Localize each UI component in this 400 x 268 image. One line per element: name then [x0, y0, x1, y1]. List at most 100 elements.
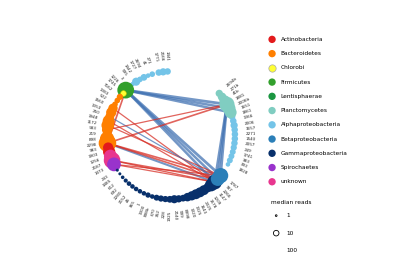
- Text: 1: 1: [136, 202, 141, 206]
- Point: [269, 51, 275, 56]
- Text: 228: 228: [162, 210, 166, 218]
- Point: [149, 194, 156, 199]
- Text: 787: 787: [224, 185, 233, 193]
- Text: 41: 41: [140, 60, 146, 66]
- Point: [141, 75, 147, 80]
- Point: [117, 172, 123, 176]
- Text: 898: 898: [88, 137, 96, 142]
- Point: [126, 181, 132, 186]
- Text: 1828: 1828: [237, 168, 248, 176]
- Text: 1485: 1485: [102, 179, 112, 188]
- Point: [232, 136, 238, 141]
- Text: 583: 583: [88, 126, 97, 131]
- Point: [232, 128, 238, 132]
- Text: Lentisphaerae: Lentisphaerae: [281, 94, 323, 99]
- Text: 1256: 1256: [90, 158, 101, 165]
- Point: [104, 132, 110, 136]
- Text: Bacteroidetes: Bacteroidetes: [281, 51, 322, 56]
- Point: [211, 180, 218, 184]
- Text: 1727: 1727: [128, 60, 136, 71]
- Text: 10: 10: [286, 231, 294, 236]
- Point: [122, 178, 129, 183]
- Point: [269, 80, 275, 84]
- Point: [111, 162, 117, 166]
- Point: [114, 98, 120, 103]
- Point: [126, 85, 132, 89]
- Text: 1881: 1881: [236, 92, 246, 101]
- Text: 2057: 2057: [245, 143, 256, 148]
- Text: Actinobacteria: Actinobacteria: [281, 37, 323, 42]
- Point: [227, 158, 233, 162]
- Text: 100: 100: [286, 248, 298, 253]
- Text: 2006: 2006: [244, 120, 256, 126]
- Text: 522: 522: [98, 94, 106, 101]
- Point: [167, 197, 173, 202]
- Point: [228, 154, 235, 158]
- Point: [231, 141, 238, 145]
- Text: 1473: 1473: [94, 168, 105, 176]
- Text: 1353: 1353: [91, 103, 102, 110]
- Text: Planctomycetes: Planctomycetes: [281, 108, 328, 113]
- Point: [230, 150, 236, 154]
- Text: 7162: 7162: [102, 83, 112, 92]
- Point: [273, 214, 279, 218]
- Text: 365: 365: [129, 200, 136, 209]
- Text: 2694b: 2694b: [226, 76, 238, 88]
- Text: 8998: 8998: [183, 209, 189, 219]
- Point: [117, 95, 123, 99]
- Text: 243: 243: [101, 174, 109, 182]
- Text: 1787: 1787: [228, 181, 238, 191]
- Text: 898b: 898b: [144, 206, 151, 218]
- Point: [269, 94, 275, 98]
- Point: [201, 188, 207, 192]
- Point: [224, 102, 230, 106]
- Point: [162, 197, 168, 201]
- Point: [214, 177, 221, 181]
- Point: [226, 106, 232, 110]
- Text: 1366: 1366: [243, 114, 254, 120]
- Point: [141, 191, 147, 195]
- Point: [273, 231, 279, 235]
- Point: [110, 106, 116, 110]
- Text: 1441: 1441: [164, 51, 169, 61]
- Text: 2280: 2280: [114, 191, 123, 201]
- Text: 2266: 2266: [220, 189, 230, 199]
- Point: [222, 98, 228, 103]
- Text: 1325: 1325: [194, 205, 200, 217]
- Text: 670: 670: [150, 208, 156, 216]
- Point: [231, 123, 237, 128]
- Text: median reads: median reads: [271, 200, 312, 205]
- Point: [122, 88, 129, 92]
- Point: [114, 168, 120, 172]
- Point: [153, 196, 160, 200]
- Point: [120, 91, 126, 95]
- Point: [269, 66, 275, 70]
- Point: [230, 146, 237, 150]
- Point: [176, 197, 182, 201]
- Point: [269, 123, 275, 127]
- Point: [109, 158, 115, 162]
- Text: Chlorobi: Chlorobi: [281, 65, 305, 70]
- Point: [184, 195, 191, 199]
- Point: [104, 128, 110, 132]
- Text: 41b: 41b: [232, 89, 241, 96]
- Point: [133, 187, 139, 191]
- Text: 352: 352: [156, 209, 161, 217]
- Text: Betaproteobacteria: Betaproteobacteria: [281, 137, 338, 142]
- Text: Alphaproteobacteria: Alphaproteobacteria: [281, 122, 341, 127]
- Text: 2140: 2140: [173, 210, 177, 220]
- Text: 1442: 1442: [123, 63, 132, 74]
- Point: [106, 114, 113, 119]
- Point: [120, 175, 126, 180]
- Text: 1771: 1771: [153, 51, 159, 62]
- Text: 1147: 1147: [216, 192, 226, 203]
- Point: [104, 136, 110, 141]
- Text: 2325: 2325: [203, 201, 212, 212]
- Text: 1657: 1657: [245, 126, 256, 131]
- Point: [145, 193, 151, 197]
- Text: Gammaproteobacteria: Gammaproteobacteria: [281, 151, 348, 156]
- Text: 1741: 1741: [243, 153, 254, 159]
- Point: [219, 95, 225, 99]
- Text: 1226: 1226: [109, 74, 120, 84]
- Point: [107, 154, 114, 158]
